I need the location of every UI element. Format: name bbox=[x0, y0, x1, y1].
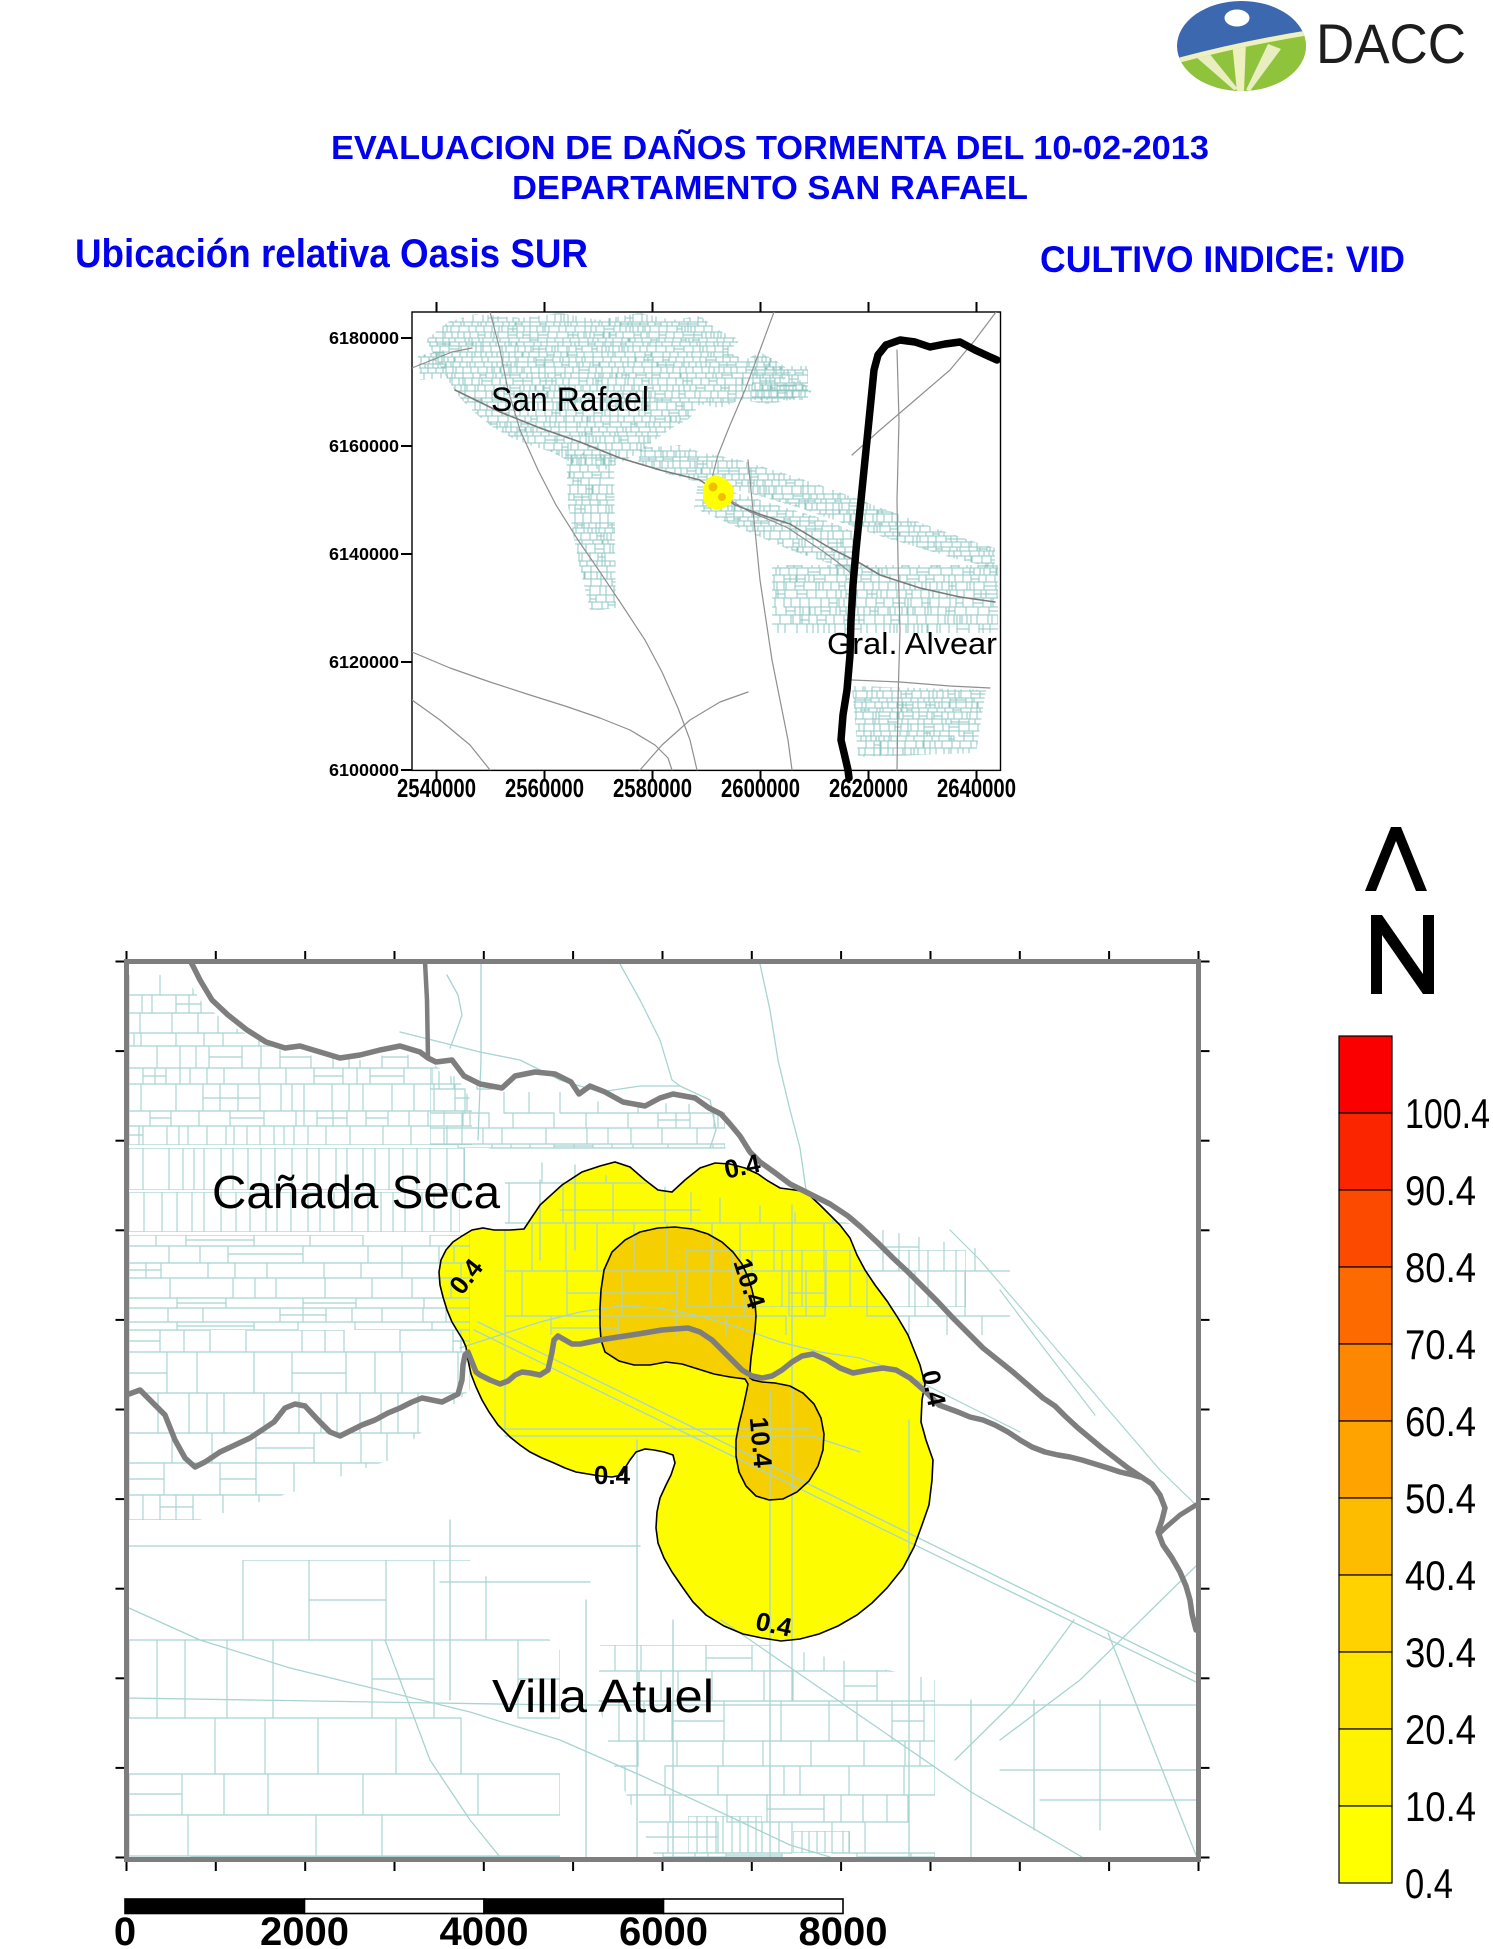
svg-text:6160000: 6160000 bbox=[329, 436, 399, 456]
svg-text:0: 0 bbox=[114, 1910, 136, 1949]
svg-text:2640000: 2640000 bbox=[937, 773, 1016, 803]
svg-text:70.4: 70.4 bbox=[1405, 1321, 1476, 1368]
svg-text:San Rafael: San Rafael bbox=[491, 381, 649, 419]
svg-text:2620000: 2620000 bbox=[829, 773, 908, 803]
svg-text:0.4: 0.4 bbox=[915, 1367, 952, 1409]
svg-text:60.4: 60.4 bbox=[1405, 1398, 1476, 1445]
svg-text:0.4: 0.4 bbox=[721, 1148, 763, 1185]
svg-text:2580000: 2580000 bbox=[613, 773, 692, 803]
svg-text:2000: 2000 bbox=[260, 1910, 349, 1949]
svg-text:CULTIVO INDICE: VID: CULTIVO INDICE: VID bbox=[1040, 239, 1405, 280]
svg-text:20.4: 20.4 bbox=[1405, 1706, 1476, 1753]
svg-text:0.4: 0.4 bbox=[1405, 1860, 1453, 1907]
svg-text:10.4: 10.4 bbox=[744, 1416, 778, 1470]
svg-text:2600000: 2600000 bbox=[721, 773, 800, 803]
svg-text:0.4: 0.4 bbox=[753, 1606, 795, 1643]
svg-text:40.4: 40.4 bbox=[1405, 1552, 1476, 1599]
svg-text:100.4: 100.4 bbox=[1405, 1090, 1490, 1137]
svg-text:DEPARTAMENTO SAN RAFAEL: DEPARTAMENTO SAN RAFAEL bbox=[512, 169, 1028, 206]
svg-text:Ubicación relativa Oasis SUR: Ubicación relativa Oasis SUR bbox=[75, 232, 588, 276]
svg-text:80.4: 80.4 bbox=[1405, 1244, 1476, 1291]
svg-text:30.4: 30.4 bbox=[1405, 1629, 1476, 1676]
svg-text:10.4: 10.4 bbox=[1405, 1783, 1476, 1830]
svg-text:4000: 4000 bbox=[440, 1910, 529, 1949]
svg-text:6140000: 6140000 bbox=[329, 544, 399, 564]
svg-text:DACC: DACC bbox=[1316, 12, 1466, 75]
svg-text:0.4: 0.4 bbox=[594, 1460, 631, 1490]
svg-text:EVALUACION DE DAÑOS TORMENTA D: EVALUACION DE DAÑOS TORMENTA DEL 10-02-2… bbox=[331, 129, 1209, 166]
svg-text:6180000: 6180000 bbox=[329, 328, 399, 348]
svg-text:90.4: 90.4 bbox=[1405, 1167, 1476, 1214]
svg-text:Villa Atuel: Villa Atuel bbox=[492, 1670, 714, 1722]
svg-text:6000: 6000 bbox=[619, 1910, 708, 1949]
svg-text:2560000: 2560000 bbox=[505, 773, 584, 803]
svg-text:50.4: 50.4 bbox=[1405, 1475, 1476, 1522]
svg-text:8000: 8000 bbox=[799, 1910, 888, 1949]
svg-text:Cañada Seca: Cañada Seca bbox=[212, 1166, 500, 1218]
svg-text:2540000: 2540000 bbox=[397, 773, 476, 803]
svg-text:6100000: 6100000 bbox=[329, 760, 399, 780]
svg-text:6120000: 6120000 bbox=[329, 652, 399, 672]
svg-text:Gral. Alvear: Gral. Alvear bbox=[827, 626, 997, 661]
